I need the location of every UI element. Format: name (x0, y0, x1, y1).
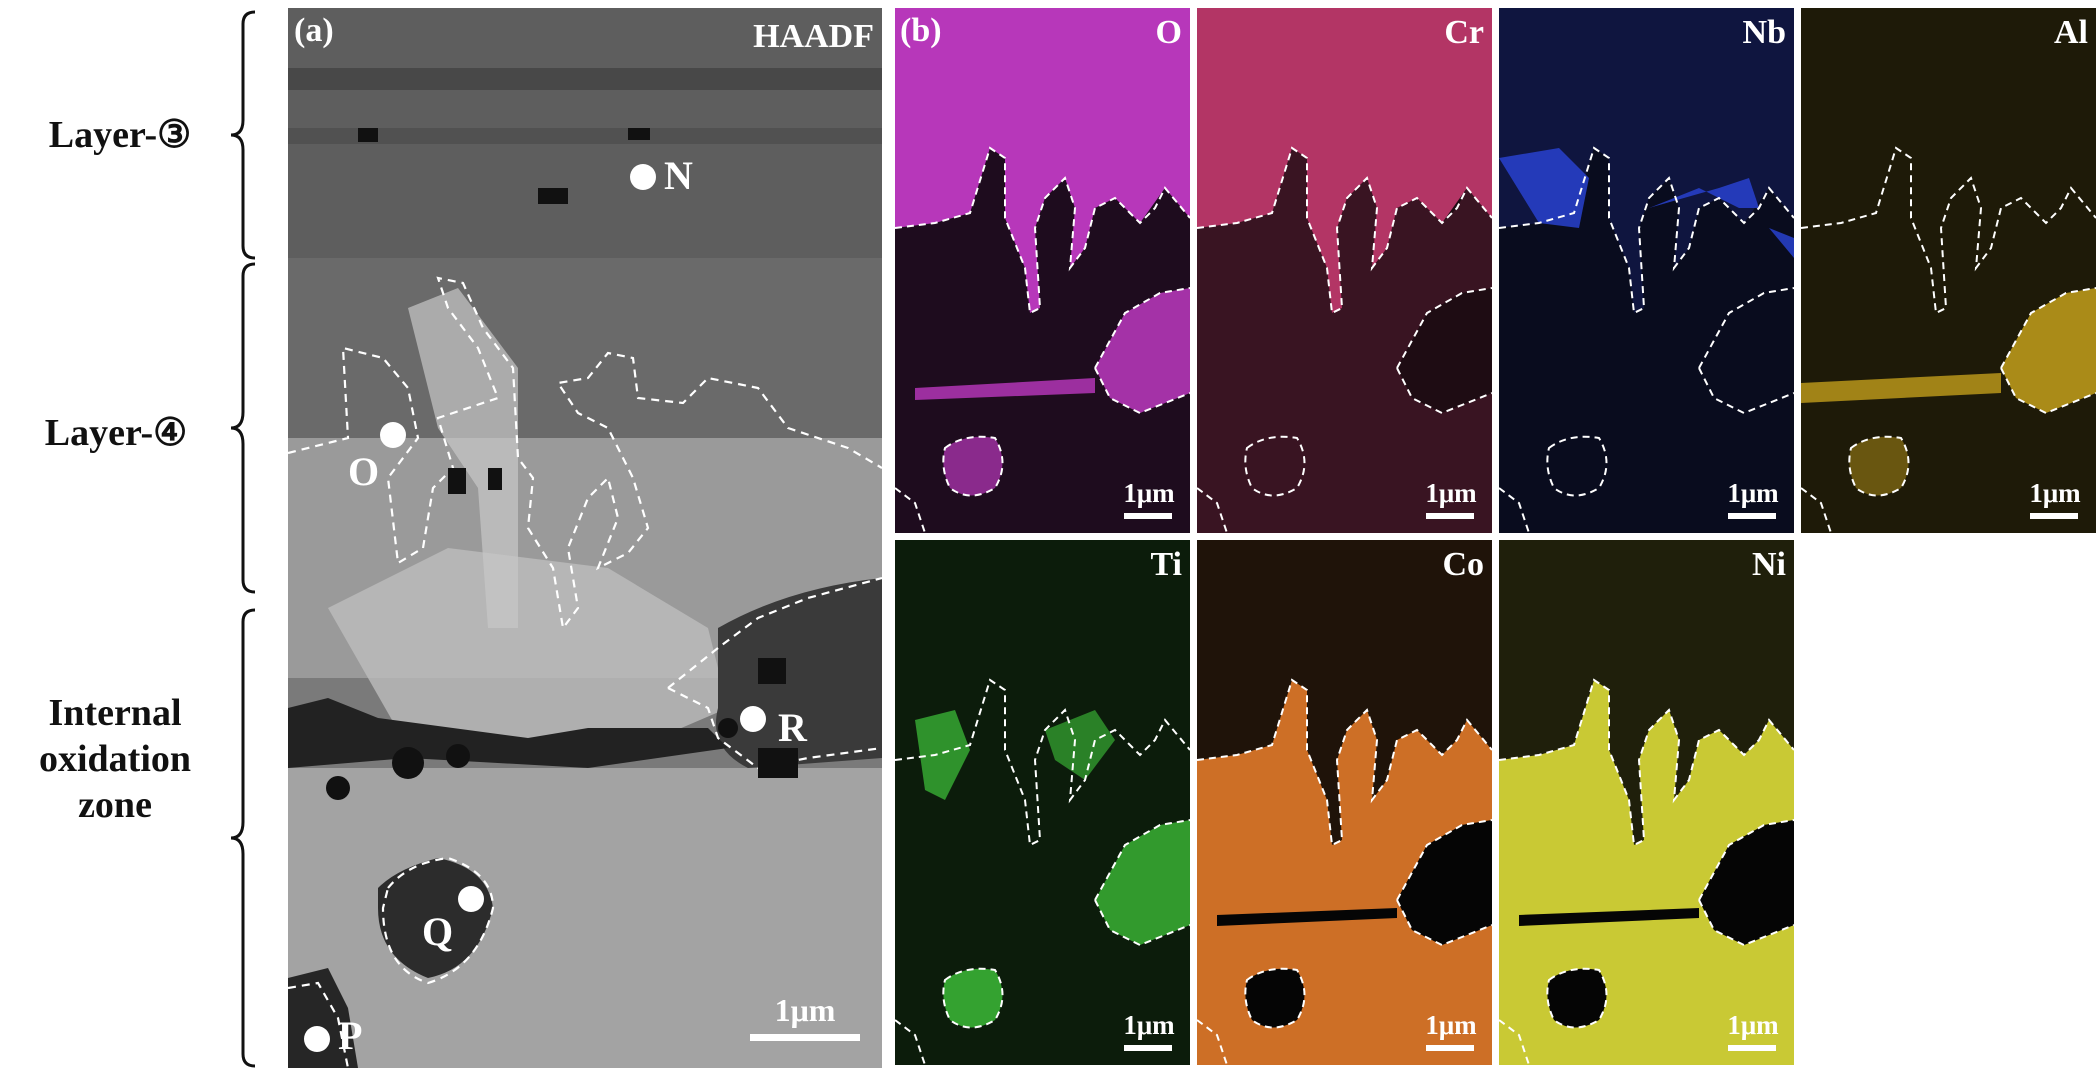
scalebar (1124, 1045, 1172, 1051)
scalebar (1426, 1045, 1474, 1051)
label-internal-oxidation-zone: Internal oxidation zone (0, 690, 230, 828)
scalebar-label: 1μm (2029, 478, 2081, 508)
haadf-panel: (a) HAADF N O R Q P 1μm (288, 8, 882, 1068)
point-marker-o (380, 422, 406, 448)
scalebar-label: 1μm (774, 992, 836, 1028)
map-co: Co 1μm (1197, 540, 1492, 1065)
map-cr: Cr 1μm (1197, 8, 1492, 533)
brace-icon-layer4 (230, 262, 256, 594)
scalebar-label: 1μm (1425, 478, 1477, 508)
panel-b-tag: (b) (900, 12, 942, 49)
element-label: Cr (1444, 14, 1484, 51)
scalebar (2030, 513, 2078, 519)
map-image (895, 8, 1190, 533)
panel-a-tag: (a) (294, 12, 334, 49)
point-label-n: N (664, 153, 693, 198)
element-label: Nb (1742, 14, 1786, 51)
element-label: Ni (1752, 546, 1786, 583)
element-label: Co (1442, 546, 1484, 583)
label-internal-line1: Internal (48, 692, 182, 734)
scalebar (750, 1034, 860, 1041)
point-label-r: R (778, 705, 807, 750)
map-image (1197, 540, 1492, 1065)
brace-icon-internal (230, 608, 256, 1068)
scalebar (1426, 513, 1474, 519)
element-label: Al (2054, 14, 2088, 51)
scalebar (1124, 513, 1172, 519)
scalebar-label: 1μm (1727, 1010, 1779, 1040)
point-label-q: Q (422, 909, 454, 954)
scalebar-label: 1μm (1123, 1010, 1175, 1040)
point-marker-p (304, 1026, 330, 1052)
point-label-p: P (338, 1013, 363, 1058)
map-image (895, 540, 1190, 1065)
haadf-label: HAADF (753, 18, 874, 55)
point-label-o: O (348, 449, 380, 494)
map-al: Al 1μm (1801, 8, 2096, 533)
point-marker-n (630, 164, 656, 190)
map-ti: Ti 1μm (895, 540, 1190, 1065)
label-layer-3: Layer-③ (48, 114, 192, 156)
scalebar-label: 1μm (1123, 478, 1175, 508)
map-image (1499, 540, 1794, 1065)
scalebar-label: 1μm (1727, 478, 1779, 508)
scalebar (1728, 513, 1776, 519)
element-label: Ti (1150, 546, 1182, 583)
map-image (1499, 8, 1794, 533)
label-layer-4: Layer-④ (44, 412, 188, 454)
scalebar-label: 1μm (1425, 1010, 1477, 1040)
label-internal-line3: zone (78, 784, 152, 826)
label-internal-line2: oxidation (38, 738, 192, 780)
point-marker-r (740, 706, 766, 732)
map-o: O 1μm (895, 8, 1190, 533)
scalebar (1728, 1045, 1776, 1051)
map-image (1197, 8, 1492, 533)
point-marker-q (458, 886, 484, 912)
map-image (1801, 8, 2096, 533)
element-label: O (1155, 14, 1182, 51)
brace-icon-layer3 (230, 10, 256, 260)
map-nb: Nb 1μm (1499, 8, 1794, 533)
haadf-image (288, 8, 882, 1068)
map-ni: Ni 1μm (1499, 540, 1794, 1065)
